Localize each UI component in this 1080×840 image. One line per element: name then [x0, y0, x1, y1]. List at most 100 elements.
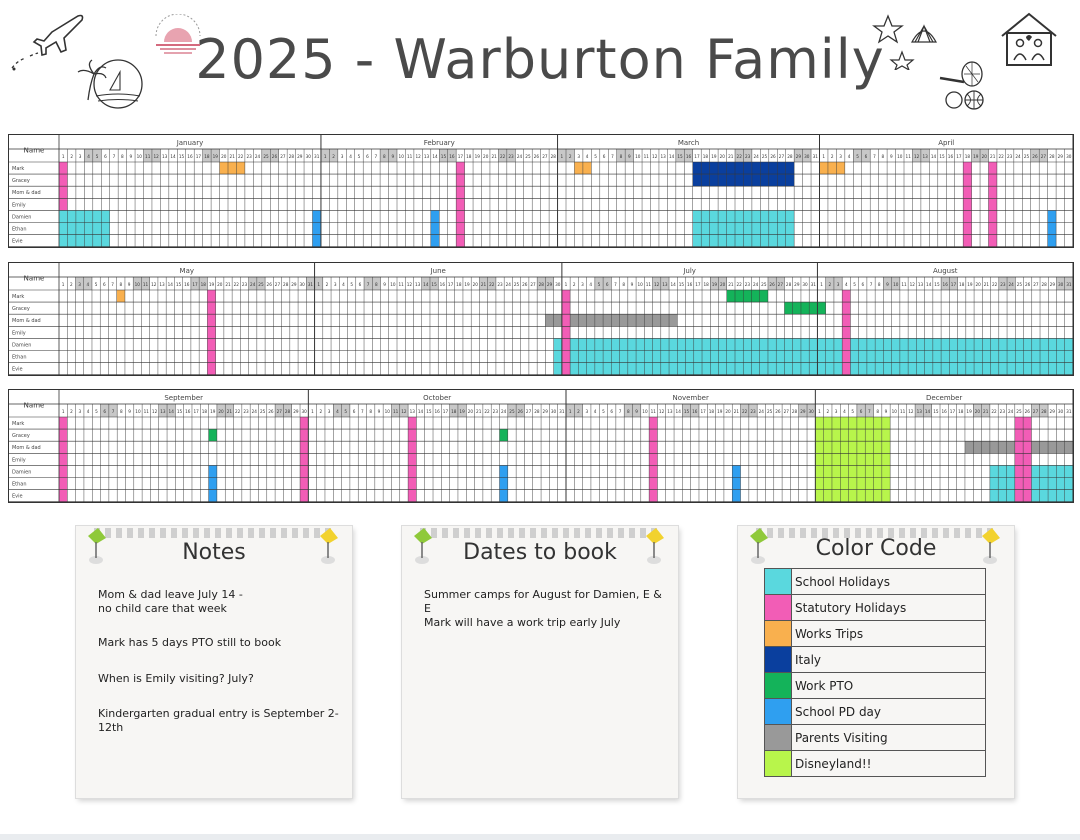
weekend-header-cell [506, 149, 516, 162]
legend-row: Work PTO [764, 672, 986, 699]
day-number: 25 [514, 282, 520, 287]
event-cell-disneyland [815, 477, 824, 490]
month-label: April [938, 139, 954, 147]
day-number: 14 [432, 154, 438, 159]
day-number: 28 [285, 409, 291, 414]
day-number: 4 [336, 409, 339, 414]
person-name: Emily [12, 330, 26, 336]
event-cell-school_holidays [644, 362, 653, 375]
day-number: 25 [761, 282, 767, 287]
note-item: Mom & dad leave July 14 - no child care … [98, 588, 243, 615]
event-cell-school_holidays [578, 338, 587, 351]
day-number: 30 [809, 409, 815, 414]
day-number: 10 [135, 282, 141, 287]
event-cell-disneyland [840, 465, 849, 478]
day-number: 19 [213, 154, 219, 159]
event-cell-school_holidays [677, 350, 686, 363]
weekend-header-cell [920, 149, 930, 162]
weekend-header-cell [100, 404, 109, 417]
event-cell-school_holidays [101, 222, 110, 235]
day-number: 10 [390, 282, 396, 287]
event-cell-school_holidays [924, 338, 933, 351]
event-cell-school_pd_day [732, 477, 741, 490]
event-cell-school_holidays [594, 350, 604, 363]
day-number: 24 [250, 282, 256, 287]
event-cell-school_holidays [785, 210, 795, 223]
day-number: 20 [217, 282, 223, 287]
event-cell-school_holidays [941, 350, 950, 363]
event-cell-school_holidays [553, 362, 562, 375]
event-cell-parents_visiting [998, 441, 1007, 454]
event-cell-school_holidays [636, 338, 645, 351]
event-cell-statutory_holidays [300, 417, 309, 502]
event-cell-school_holidays [850, 362, 859, 375]
event-cell-disneyland [823, 489, 832, 502]
day-number: 30 [302, 409, 308, 414]
event-cell-school_holidays [990, 350, 999, 363]
day-number: 30 [1058, 282, 1064, 287]
event-cell-disneyland [831, 489, 841, 502]
event-cell-school_holidays [899, 350, 909, 363]
pushpin-yellow-icon [640, 526, 668, 566]
event-cell-parents_visiting [619, 314, 628, 327]
day-number: 22 [736, 282, 742, 287]
event-cell-school_holidays [825, 362, 834, 375]
day-number: 14 [931, 154, 937, 159]
legend-swatch [764, 594, 792, 621]
event-cell-school_holidays [1039, 465, 1049, 478]
event-cell-school_holidays [809, 362, 818, 375]
day-number: 27 [1041, 154, 1047, 159]
legend-row: School Holidays [764, 568, 986, 595]
day-number: 22 [500, 154, 506, 159]
event-cell-school_holidays [998, 350, 1008, 363]
day-number: 18 [709, 409, 715, 414]
event-cell-school_holidays [735, 222, 744, 235]
day-number: 29 [800, 409, 806, 414]
day-number: 6 [353, 409, 356, 414]
day-number: 20 [221, 154, 227, 159]
event-cell-school_holidays [1031, 350, 1041, 363]
event-cell-school_holidays [998, 362, 1008, 375]
day-number: 27 [526, 409, 532, 414]
event-cell-school_holidays [825, 350, 834, 363]
color-code-card: Color Code School Holidays Statutory Holi… [738, 526, 1014, 798]
day-number: 7 [111, 282, 114, 287]
person-name: Emily [12, 202, 26, 208]
event-cell-works_trips [574, 162, 583, 175]
event-cell-disneyland [831, 453, 841, 466]
event-cell-school_pd_day [1047, 210, 1057, 223]
bottom-strip [0, 834, 1080, 840]
event-cell-school_pd_day [430, 222, 440, 235]
weekend-header-cell [652, 277, 661, 290]
name-header: Name [24, 147, 45, 155]
event-cell-school_holidays [1064, 489, 1073, 502]
event-cell-italy [760, 174, 769, 187]
day-number: 16 [686, 154, 692, 159]
day-number: 17 [448, 282, 454, 287]
day-number: 27 [784, 409, 790, 414]
day-number: 28 [551, 154, 557, 159]
event-cell-school_holidays [974, 362, 983, 375]
event-cell-school_holidays [809, 350, 818, 363]
day-number: 4 [342, 282, 345, 287]
event-cell-italy [768, 162, 778, 175]
event-cell-disneyland [848, 477, 857, 490]
day-number: 21 [230, 154, 236, 159]
event-cell-school_holidays [718, 362, 727, 375]
day-number: 5 [594, 154, 597, 159]
day-number: 11 [143, 282, 149, 287]
event-cell-school_holidays [998, 338, 1008, 351]
event-cell-school_holidays [941, 338, 950, 351]
event-cell-school_holidays [718, 350, 727, 363]
event-cell-school_pd_day [430, 234, 440, 247]
event-cell-parents_visiting [981, 441, 990, 454]
event-cell-school_holidays [751, 362, 760, 375]
event-cell-school_holidays [692, 234, 702, 247]
day-number: 10 [892, 409, 898, 414]
spiral-binding [756, 528, 996, 538]
day-number: 4 [845, 282, 848, 287]
legend-swatch [764, 724, 792, 751]
event-cell-school_holidays [710, 362, 719, 375]
day-number: 1 [822, 154, 825, 159]
